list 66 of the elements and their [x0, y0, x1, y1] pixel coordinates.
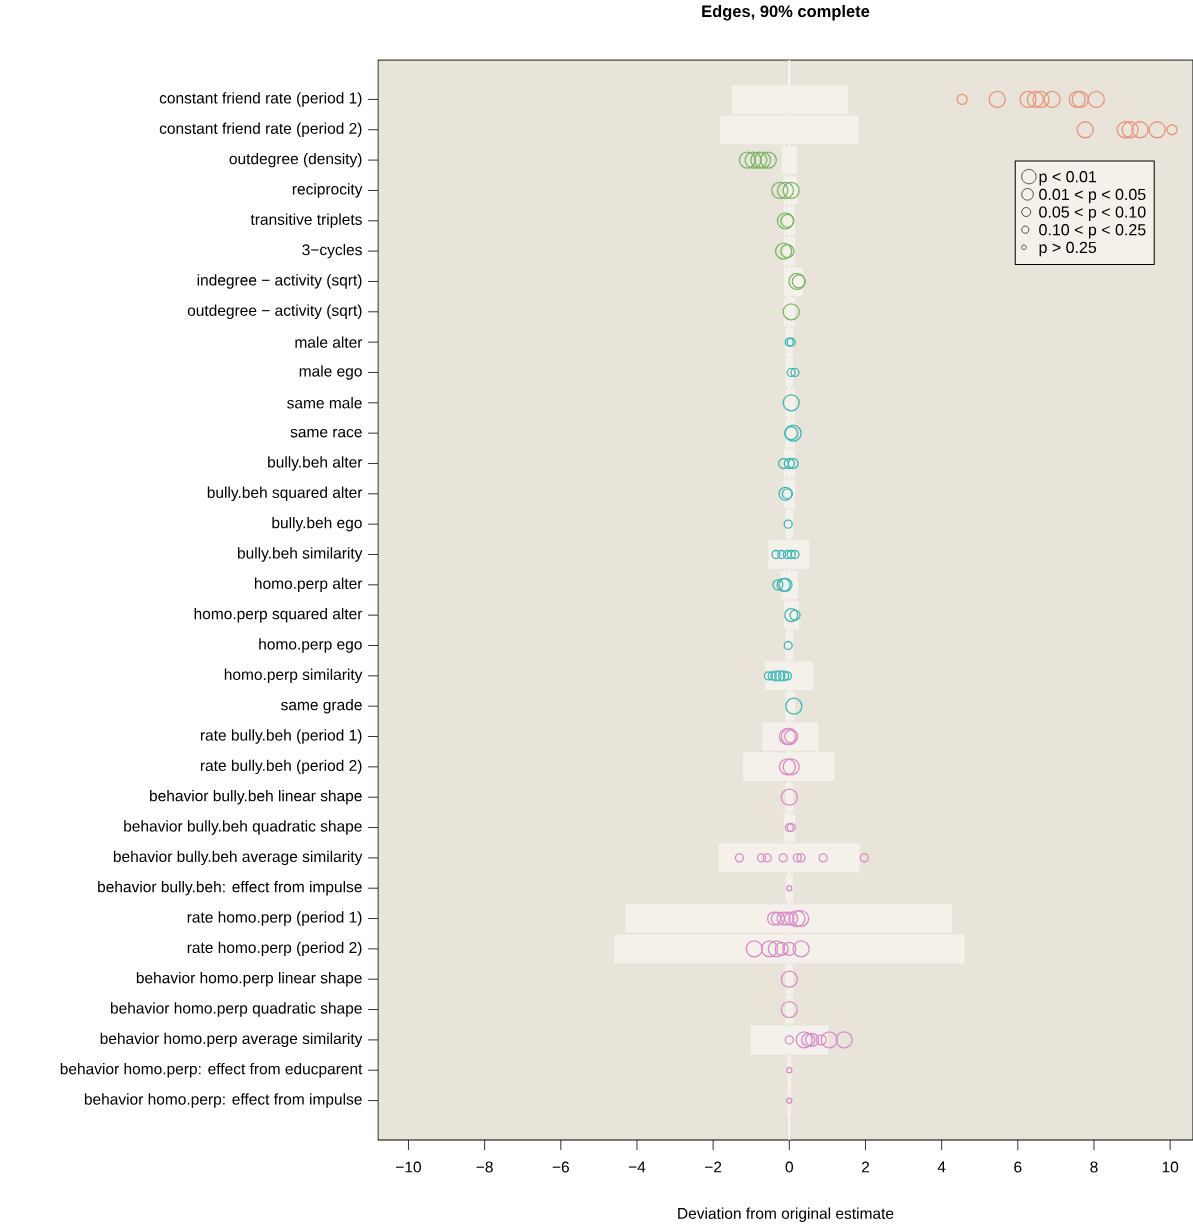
- y-tick-label: behavior bully.beh quadratic shape: [124, 820, 362, 835]
- x-axis-title: Deviation from original estimate: [678, 1207, 894, 1222]
- x-tick-label: −4: [628, 1161, 646, 1173]
- bar: [785, 782, 794, 812]
- y-tick-label: rate bully.beh (period 1): [200, 729, 362, 744]
- y-tick-label: behavior homo.perp average similarity: [100, 1032, 363, 1048]
- bar: [785, 873, 794, 903]
- y-tick-label: homo.perp alter: [254, 577, 363, 593]
- y-tick-label: rate bully.beh (period 2): [200, 759, 362, 775]
- y-tick-label: male alter: [295, 336, 363, 348]
- y-tick-label: homo.perp similarity: [224, 668, 363, 684]
- y-tick-label: same grade: [281, 698, 362, 714]
- y-tick-label: same male: [287, 397, 362, 409]
- x-tick-label: −8: [476, 1161, 493, 1173]
- y-tick-label: behavior bully.beh: effect from impulse: [98, 880, 362, 896]
- bar: [762, 722, 819, 751]
- bar: [781, 145, 797, 175]
- bar: [785, 388, 796, 418]
- y-tick-label: constant friend rate (period 2): [159, 122, 362, 137]
- x-tick-label: 4: [937, 1161, 946, 1173]
- x-tick-label: 6: [1014, 1161, 1022, 1173]
- bar: [785, 964, 794, 994]
- y-tick-label: reciprocity: [292, 183, 363, 198]
- x-tick-label: −10: [396, 1161, 421, 1173]
- text: p < 0.01: [1039, 171, 1097, 186]
- bar: [732, 85, 849, 114]
- y-tick-label: 3−cycles: [302, 243, 362, 259]
- bar: [785, 631, 794, 660]
- text: 0.01 < p < 0.05: [1039, 188, 1146, 204]
- y-tick-label: outdegree (density): [229, 152, 362, 168]
- x-tick-label: −6: [552, 1161, 569, 1173]
- text: 0.10 < p < 0.25: [1039, 224, 1146, 239]
- x-tick-label: −2: [705, 1161, 722, 1173]
- y-tick-label: transitive triplets: [250, 213, 362, 228]
- y-tick-label: bully.beh alter: [268, 456, 363, 471]
- bar: [743, 752, 835, 782]
- y-tick-label: homo.perp ego: [259, 638, 362, 653]
- y-tick-label: same race: [290, 428, 362, 438]
- y-tick-label: bully.beh ego: [272, 516, 362, 532]
- y-tick-label: behavior bully.beh average similarity: [113, 850, 363, 866]
- x-tick-label: 2: [861, 1161, 870, 1173]
- y-tick-label: male ego: [299, 365, 362, 380]
- bar: [718, 843, 860, 873]
- y-tick-label: rate homo.perp (period 1): [187, 911, 362, 926]
- y-tick-label: behavior homo.perp quadratic shape: [111, 1002, 362, 1017]
- bar: [625, 904, 953, 933]
- chart-title: Edges, 90% complete: [702, 5, 870, 21]
- y-tick-label: outdegree − activity (sqrt): [187, 304, 362, 320]
- y-tick-label: behavior homo.perp linear shape: [136, 972, 362, 987]
- bar: [785, 995, 794, 1024]
- x-tick-label: 10: [1162, 1161, 1179, 1173]
- x-tick-label: 8: [1090, 1161, 1098, 1173]
- y-tick-label: constant friend rate (period 1): [159, 92, 362, 107]
- y-tick-label: bully.beh similarity: [237, 547, 363, 562]
- y-tick-label: rate homo.perp (period 2): [187, 941, 362, 957]
- y-tick-label: behavior homo.perp: effect from educparent: [60, 1063, 363, 1078]
- y-tick-label: behavior homo.perp: effect from impulse: [84, 1093, 362, 1108]
- y-tick-label: homo.perp squared alter: [194, 607, 363, 623]
- bar: [720, 115, 859, 145]
- bar: [614, 934, 965, 964]
- y-tick-label: behavior bully.beh linear shape: [150, 789, 362, 805]
- text: p > 0.25: [1039, 241, 1097, 257]
- y-tick-label: indegree − activity (sqrt): [197, 274, 362, 289]
- x-tick-label: 0: [785, 1161, 794, 1173]
- y-tick-label: bully.beh squared alter: [207, 486, 363, 502]
- text: 0.05 < p < 0.10: [1039, 206, 1146, 221]
